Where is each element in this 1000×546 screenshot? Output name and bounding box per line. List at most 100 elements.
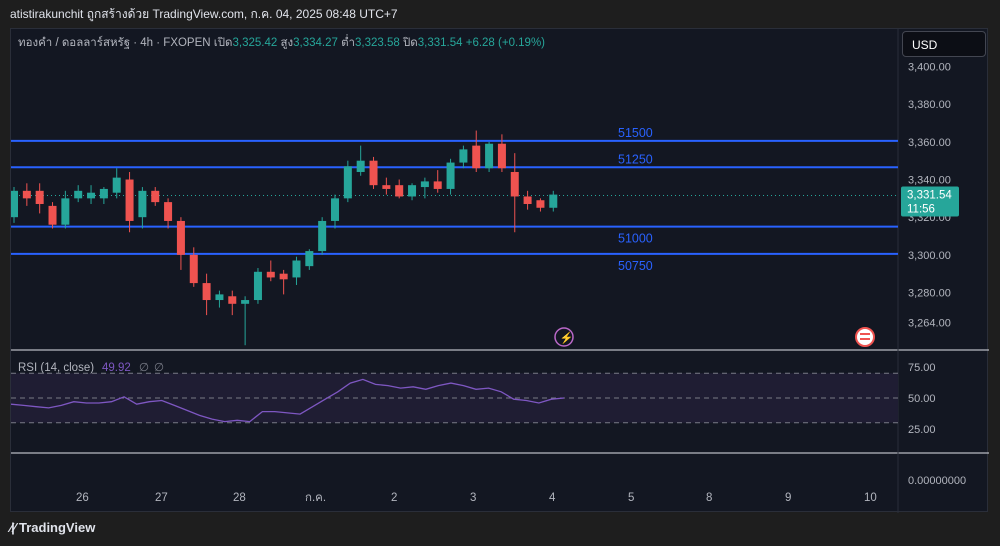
price-tick-label: 3,380.00 xyxy=(908,99,951,111)
last-price-label: 3,331.54 xyxy=(907,189,952,201)
rsi-tick-label: 50.00 xyxy=(908,393,936,405)
rsi-tick-label: 75.00 xyxy=(908,362,936,374)
price-tick-label: 3,400.00 xyxy=(908,62,951,74)
candle-body[interactable] xyxy=(343,166,352,199)
level-label: 50750 xyxy=(618,259,653,273)
candle-body[interactable] xyxy=(433,181,442,189)
candle-body[interactable] xyxy=(241,300,250,304)
rsi-title: RSI (14, close) xyxy=(18,362,94,374)
us-flag-icon[interactable] xyxy=(855,327,875,347)
candle-body[interactable] xyxy=(87,192,96,199)
candle-body[interactable] xyxy=(331,198,339,221)
price-tick-label: 3,280.00 xyxy=(908,288,951,300)
price-tick-label: 3,264.00 xyxy=(908,318,951,330)
candle-body[interactable] xyxy=(459,149,468,163)
chart-canvas[interactable]: 3,400.003,380.003,360.003,340.003,320.00… xyxy=(11,29,989,513)
candle-body[interactable] xyxy=(382,185,391,189)
time-tick-label: 26 xyxy=(76,492,89,504)
candle-body[interactable] xyxy=(189,254,198,284)
open-value: 3,325.42 xyxy=(232,37,278,49)
candle-body[interactable] xyxy=(125,179,134,221)
level-label: 51000 xyxy=(618,232,653,246)
time-tick-label: 28 xyxy=(233,492,246,504)
time-tick-label: 3 xyxy=(470,492,476,504)
rsi-value: 49.92 xyxy=(102,362,131,374)
currency-button[interactable]: USD xyxy=(902,31,986,57)
last-price-tag xyxy=(901,186,959,217)
lightning-icon[interactable] xyxy=(554,327,574,347)
time-tick-label: 10 xyxy=(864,492,877,504)
price-tick-label: 3,360.00 xyxy=(908,137,951,149)
candle-body[interactable] xyxy=(497,143,506,169)
symbol-name: ทองคำ / ดอลลาร์สหรัฐ · 4h · FXOPEN xyxy=(18,37,211,49)
close-value: 3,331.54 xyxy=(417,37,463,49)
candle-body[interactable] xyxy=(99,188,108,199)
candle-body[interactable] xyxy=(202,283,211,301)
candle-body[interactable] xyxy=(35,190,44,204)
candle-body[interactable] xyxy=(318,220,327,252)
level-label: 51250 xyxy=(618,152,653,166)
brand-label: TradingView xyxy=(18,520,96,535)
time-tick-label: 2 xyxy=(391,492,397,504)
bar-countdown-label: 11:56 xyxy=(907,203,935,215)
tradingview-logo: ⁄|⁄ TradingView xyxy=(10,520,95,535)
us-flag-stripe xyxy=(860,338,870,340)
low-value: 3,323.58 xyxy=(355,37,400,49)
candle-body[interactable] xyxy=(228,296,237,304)
candle-body[interactable] xyxy=(536,200,545,208)
chart-panel[interactable]: 3,400.00 3,380.00 3,360.00 3,340.00 3,320.00… xyxy=(10,28,989,513)
rsi-line xyxy=(11,378,565,423)
currency-label: USD xyxy=(912,38,938,52)
change-value: +6.28 (+0.19%) xyxy=(465,37,546,49)
time-tick-label: 8 xyxy=(706,492,712,504)
high-label: สูง xyxy=(280,37,294,49)
time-tick-label: 9 xyxy=(785,492,791,504)
candle-body[interactable] xyxy=(215,294,224,301)
candle-body[interactable] xyxy=(176,220,185,255)
us-flag-stripe xyxy=(860,333,870,335)
candle-body[interactable] xyxy=(510,171,519,197)
candle-body[interactable] xyxy=(11,190,18,218)
candle-body[interactable] xyxy=(253,271,262,301)
candle-body[interactable] xyxy=(420,181,429,188)
candle-body[interactable] xyxy=(472,145,481,169)
low-label: ต่ำ xyxy=(341,37,356,49)
price-tick-label: 3,300.00 xyxy=(908,250,951,262)
rsi-extra-2: ∅ xyxy=(154,362,164,374)
candle-body[interactable] xyxy=(305,251,314,267)
candle-body[interactable] xyxy=(292,260,301,278)
candle-body[interactable] xyxy=(485,143,494,169)
price-tick-label: 3,340.00 xyxy=(908,175,951,187)
tradingview-logo-icon: ⁄|⁄ xyxy=(10,520,16,535)
candle-body[interactable] xyxy=(446,162,455,189)
rsi-extra-1: ∅ xyxy=(139,362,149,374)
symbol-legend[interactable]: ทองคำ / ดอลลาร์สหรัฐ · 4h · FXOPEN เปิด3… xyxy=(18,34,545,52)
candle-body[interactable] xyxy=(549,194,558,208)
candle-body[interactable] xyxy=(369,160,378,186)
high-value: 3,334.27 xyxy=(293,37,338,49)
candle-body[interactable] xyxy=(112,177,121,193)
rsi-bottom-tick-label: 0.00000000 xyxy=(908,475,966,487)
candle-body[interactable] xyxy=(61,198,70,225)
candle-body[interactable] xyxy=(356,160,365,172)
candle-body[interactable] xyxy=(22,190,31,199)
attribution-text: atistirakunchit ถูกสร้างด้วย TradingView… xyxy=(10,7,398,21)
candle-body[interactable] xyxy=(74,190,83,199)
lightning-glyph: ⚡ xyxy=(560,332,574,345)
candle-body[interactable] xyxy=(138,190,147,218)
time-tick-label: ก.ค. xyxy=(305,492,326,504)
time-tick-label: 4 xyxy=(549,492,556,504)
candle-body[interactable] xyxy=(523,196,532,204)
candle-body[interactable] xyxy=(408,185,417,197)
candle-body[interactable] xyxy=(279,273,288,280)
open-label: เปิด xyxy=(213,37,233,49)
candle-body[interactable] xyxy=(151,190,160,203)
candle-body[interactable] xyxy=(164,202,173,221)
candle-body[interactable] xyxy=(395,185,404,197)
rsi-tick-label: 25.00 xyxy=(908,424,936,436)
candle-body[interactable] xyxy=(266,271,275,278)
candle-body[interactable] xyxy=(48,205,57,225)
time-tick-label: 5 xyxy=(628,492,634,504)
close-label: ปิด xyxy=(402,37,418,49)
attribution-header: atistirakunchit ถูกสร้างด้วย TradingView… xyxy=(0,0,1000,28)
